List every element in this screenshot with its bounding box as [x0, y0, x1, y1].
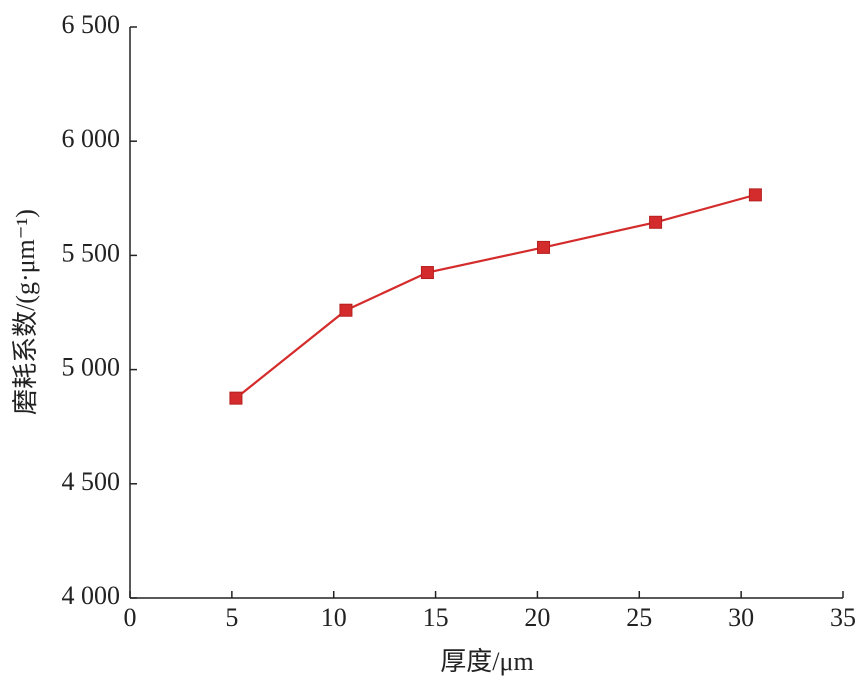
- x-tick-label: 30: [728, 603, 754, 632]
- x-tick-label: 0: [124, 603, 137, 632]
- x-axis-label: 厚度/μm: [440, 647, 533, 676]
- data-point: [748, 188, 762, 202]
- data-point: [229, 391, 243, 405]
- y-tick-label: 4 500: [62, 467, 121, 496]
- y-axis-label: 磨耗系数/(g·μm⁻¹): [11, 209, 40, 415]
- x-tick-label: 20: [524, 603, 550, 632]
- data-point: [420, 266, 434, 280]
- data-line: [235, 193, 756, 400]
- y-tick-label: 6 500: [62, 10, 121, 39]
- data-point: [649, 215, 663, 229]
- x-tick-label: 10: [321, 603, 347, 632]
- data-point: [537, 240, 551, 254]
- x-tick-label: 5: [225, 603, 238, 632]
- x-tick-label: 25: [626, 603, 652, 632]
- y-tick-label: 5 500: [62, 238, 121, 267]
- x-tick-label: 15: [423, 603, 449, 632]
- y-tick-label: 5 000: [62, 353, 121, 382]
- y-tick-label: 6 000: [62, 124, 121, 153]
- x-tick-label: 35: [830, 603, 856, 632]
- data-point: [339, 303, 353, 317]
- y-tick-label: 4 000: [62, 581, 121, 610]
